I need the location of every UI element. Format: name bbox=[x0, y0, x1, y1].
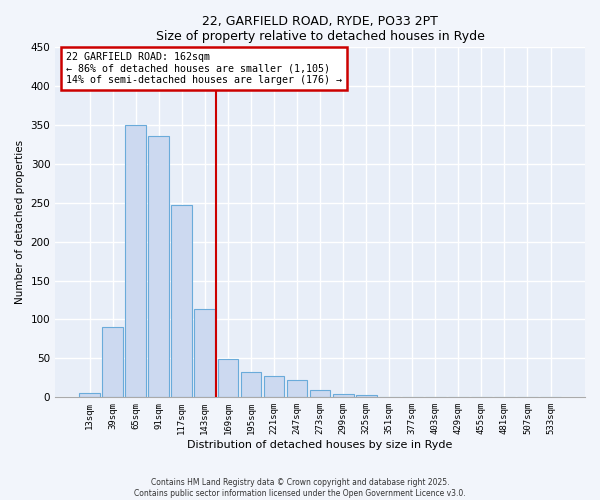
Bar bbox=[333, 394, 353, 398]
Y-axis label: Number of detached properties: Number of detached properties bbox=[15, 140, 25, 304]
X-axis label: Distribution of detached houses by size in Ryde: Distribution of detached houses by size … bbox=[187, 440, 453, 450]
Bar bbox=[310, 390, 331, 398]
Bar bbox=[379, 396, 400, 398]
Bar bbox=[148, 136, 169, 398]
Bar bbox=[172, 205, 192, 398]
Bar bbox=[125, 125, 146, 398]
Bar bbox=[287, 380, 307, 398]
Bar bbox=[263, 376, 284, 398]
Bar bbox=[79, 392, 100, 398]
Bar bbox=[241, 372, 262, 398]
Text: 22 GARFIELD ROAD: 162sqm
← 86% of detached houses are smaller (1,105)
14% of sem: 22 GARFIELD ROAD: 162sqm ← 86% of detach… bbox=[66, 52, 342, 86]
Bar bbox=[356, 395, 377, 398]
Bar bbox=[194, 310, 215, 398]
Bar bbox=[102, 328, 123, 398]
Title: 22, GARFIELD ROAD, RYDE, PO33 2PT
Size of property relative to detached houses i: 22, GARFIELD ROAD, RYDE, PO33 2PT Size o… bbox=[155, 15, 485, 43]
Bar bbox=[218, 359, 238, 398]
Text: Contains HM Land Registry data © Crown copyright and database right 2025.
Contai: Contains HM Land Registry data © Crown c… bbox=[134, 478, 466, 498]
